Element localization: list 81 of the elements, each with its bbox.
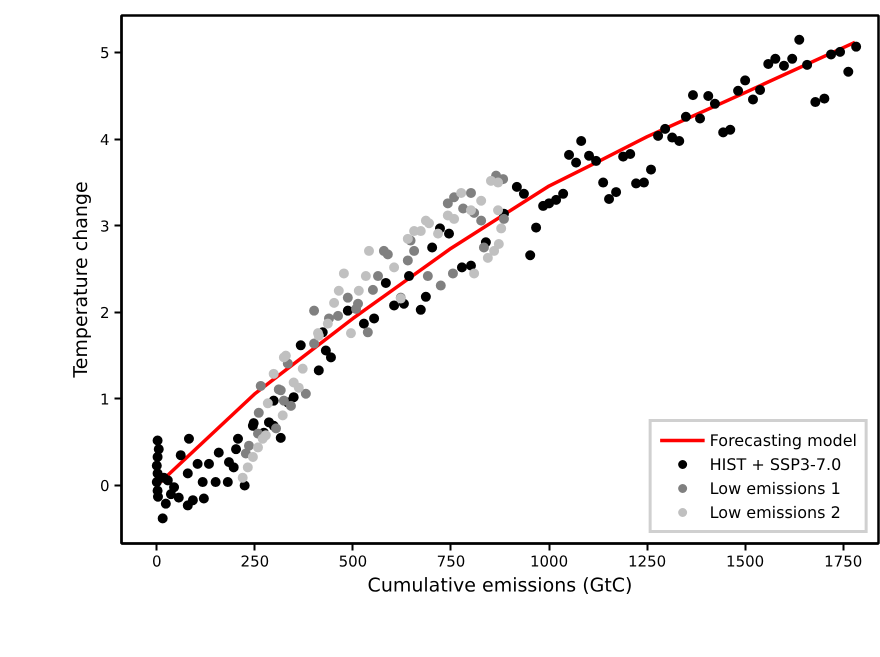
legend-label: Forecasting model [710,430,857,450]
y-tick-label: 2 [100,304,110,322]
point [333,310,344,321]
x-tick-label: 0 [152,552,162,570]
x-tick-label: 500 [338,552,368,570]
point [458,204,468,214]
x-tick-label: 1250 [628,552,666,570]
point [466,205,476,216]
point [493,205,504,216]
point [298,364,308,374]
point [466,188,476,198]
point [402,234,413,244]
point [449,192,460,202]
point [498,214,509,224]
y-tick-label: 0 [100,477,110,496]
point [362,327,373,338]
point [278,410,288,420]
point [278,396,289,406]
point [309,306,320,316]
point [402,255,413,266]
point [482,252,493,263]
point [322,318,333,329]
point [260,430,271,440]
point [364,246,374,256]
x-axis-title: Cumulative emissions (GtC) [368,574,632,596]
point [409,246,420,256]
point [373,271,384,282]
x-tick-label: 750 [436,552,466,570]
point [238,472,248,483]
point [346,328,356,338]
point [294,382,304,393]
legend-label: Low emissions 2 [710,502,841,522]
x-tick-label: 1000 [530,552,568,570]
x-tick-label: 250 [240,552,270,570]
point [368,284,378,295]
point [382,249,393,260]
point [456,188,466,198]
point [354,286,364,296]
point [244,440,254,451]
point [262,398,273,408]
point [334,286,344,296]
point [248,452,258,462]
point [342,292,353,303]
point [478,242,489,252]
point [436,280,446,291]
y-tick-label: 1 [100,390,110,408]
point [494,239,504,250]
point [448,268,458,278]
point [360,271,371,282]
point [271,423,282,434]
point [309,338,320,349]
x-tick-label: 1750 [824,552,862,570]
point [252,442,263,452]
point [254,408,264,418]
point [286,400,296,411]
point [433,228,444,239]
y-tick-label: 5 [100,44,110,62]
point [476,216,486,226]
y-axis-title: Temperature change [70,181,92,379]
point [389,262,400,272]
point [256,380,266,391]
legend-label: HIST + SSP3-7.0 [710,454,842,474]
point [242,462,253,472]
x-tick-label: 1500 [726,552,764,570]
y-tick-label: 3 [100,217,110,236]
point [422,271,433,282]
point [300,388,311,399]
point [476,196,486,206]
point [449,214,460,224]
point [442,198,453,208]
y-tick-label: 4 [100,130,110,149]
legend-label: Low emissions 1 [710,478,841,498]
point [496,223,506,234]
point [338,268,349,278]
point [493,178,504,188]
point [469,268,480,278]
point [420,216,431,226]
point [268,368,279,379]
point [329,298,340,308]
point [489,246,500,256]
point [353,298,364,309]
